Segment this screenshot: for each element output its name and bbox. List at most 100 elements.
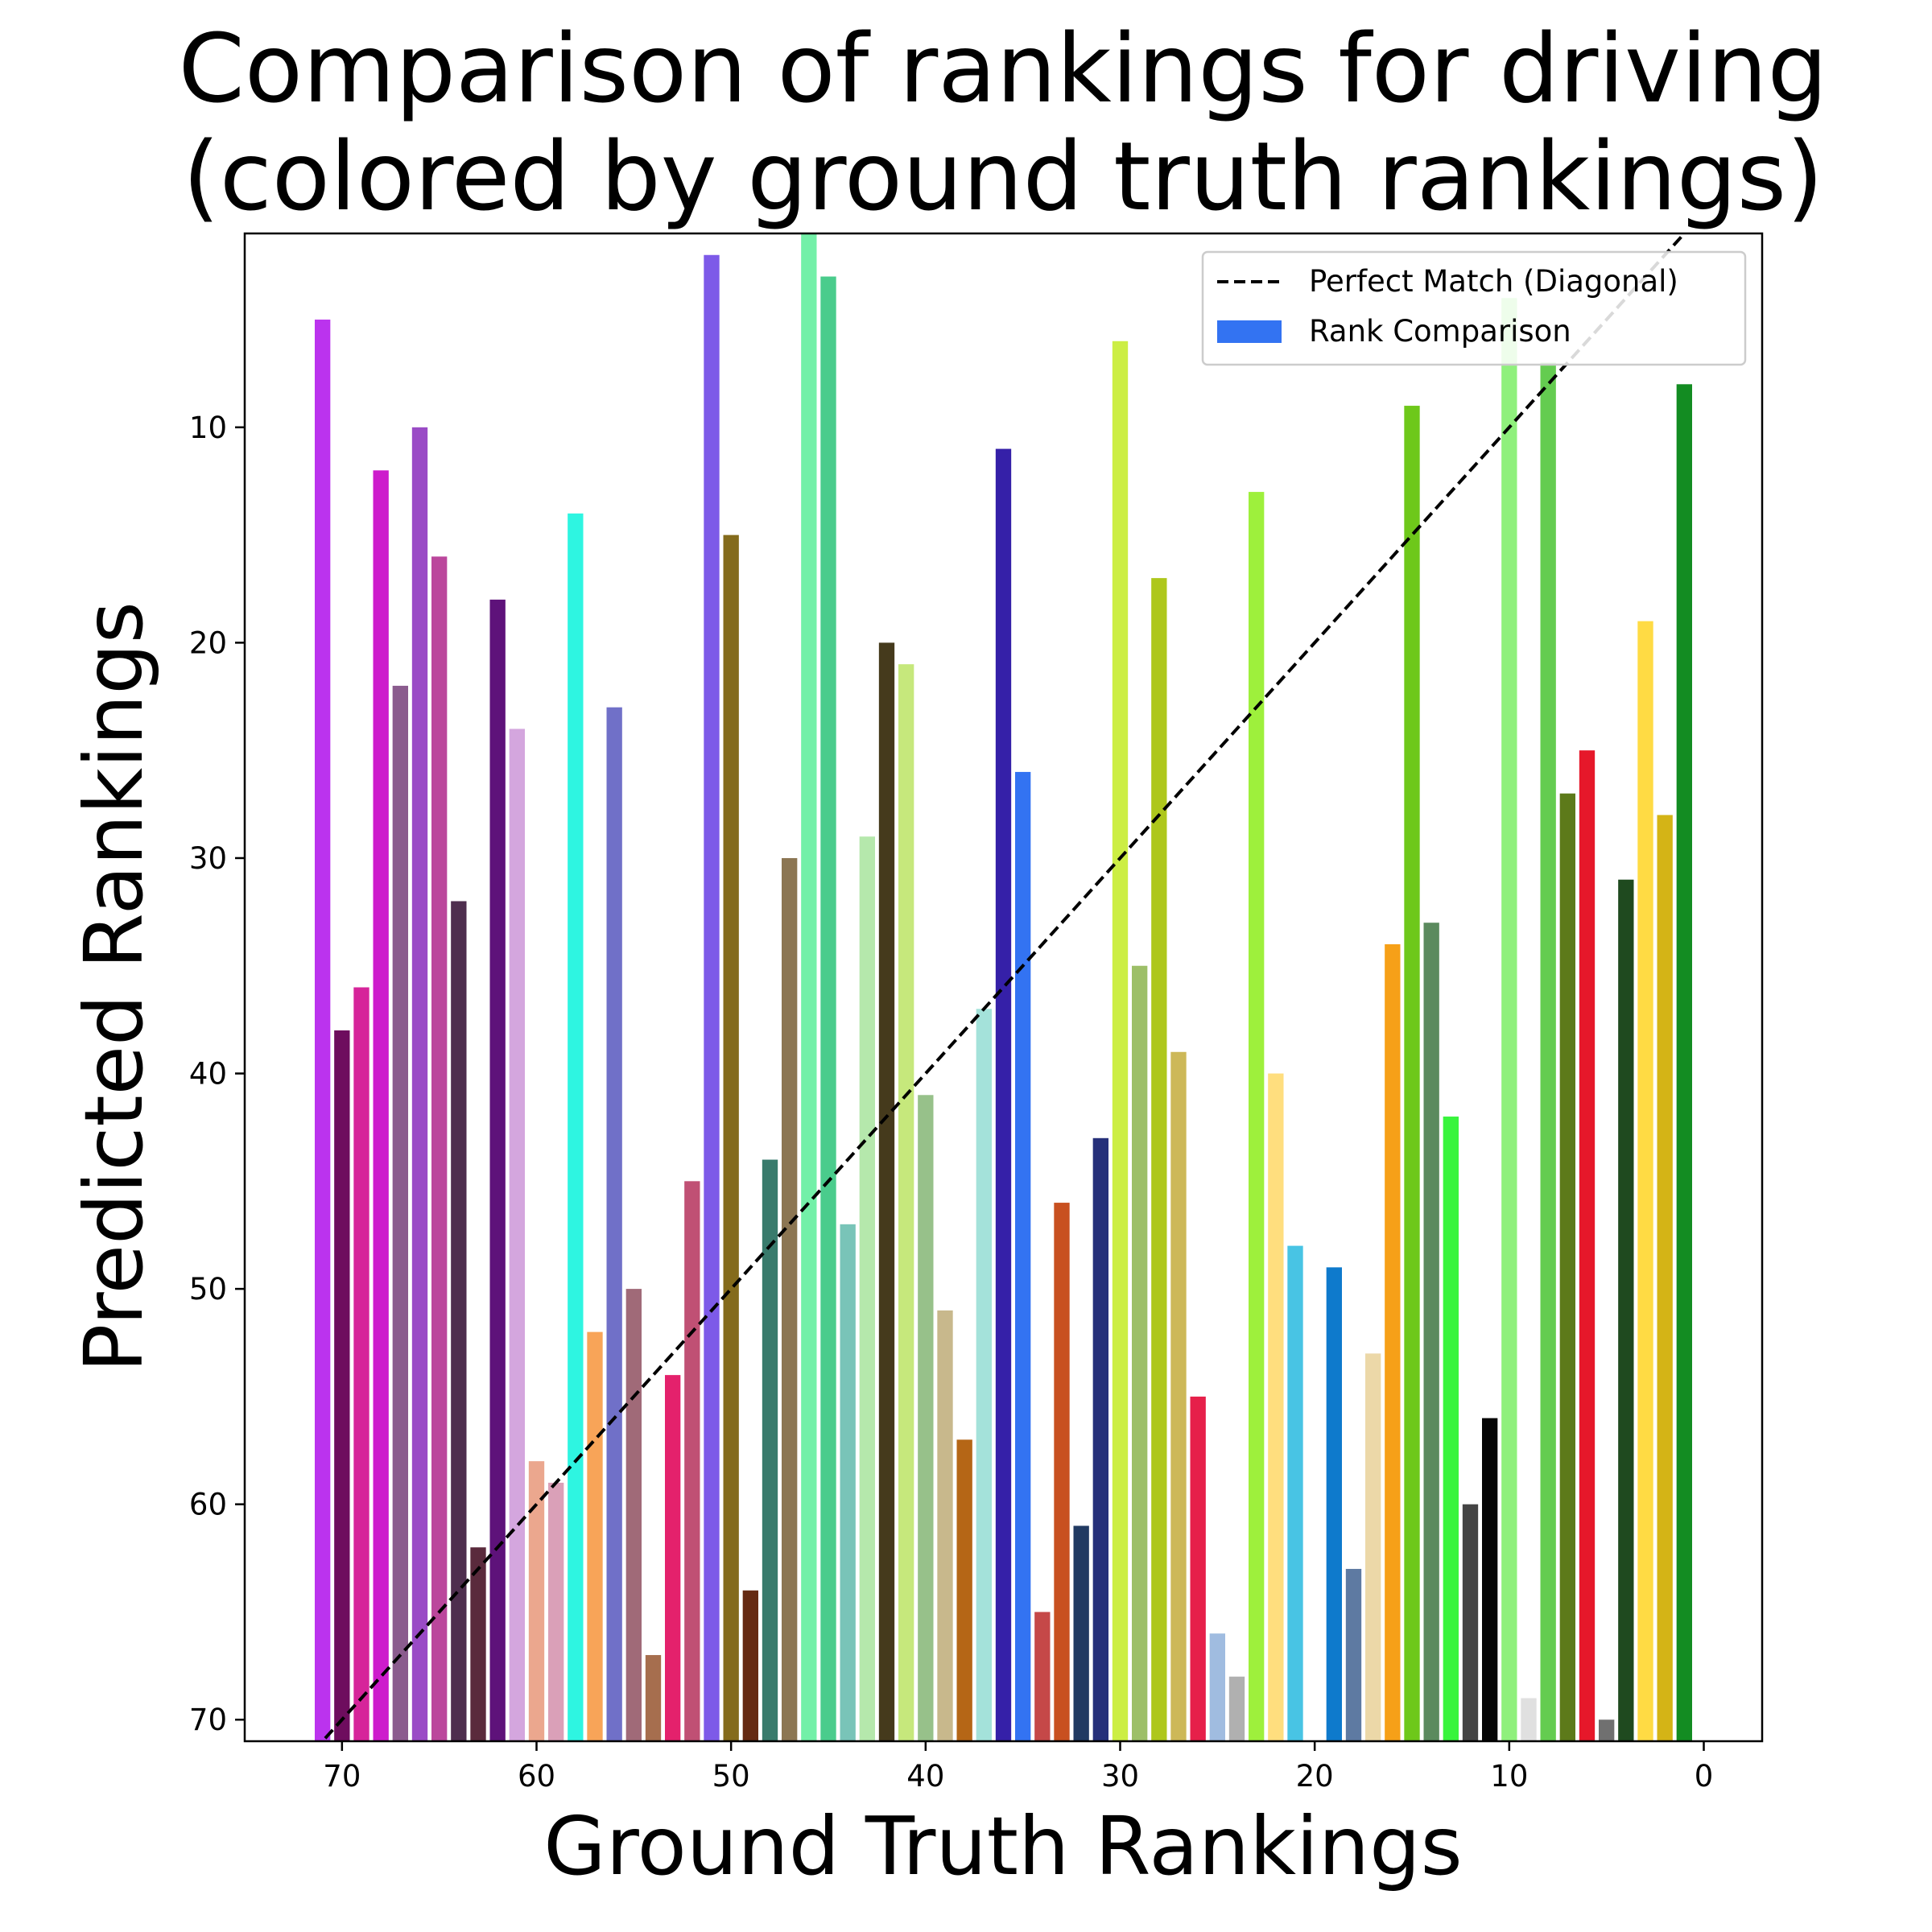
bar-45 (1190, 1396, 1206, 1741)
bar-35 (995, 448, 1012, 1741)
bar-27 (840, 1224, 856, 1741)
bar-19 (684, 1181, 700, 1741)
bar-59 (1462, 1504, 1479, 1741)
bar-15 (606, 707, 622, 1741)
bar-69 (1657, 815, 1673, 1741)
bar-4 (392, 685, 408, 1741)
bar-13 (568, 513, 584, 1741)
bar-66 (1599, 1719, 1615, 1741)
bar-47 (1228, 1676, 1245, 1741)
bar-18 (665, 1375, 681, 1741)
x-axis-ticks: 70 60 50 40 30 20 10 0 (323, 1741, 1713, 1794)
bar-7 (451, 901, 467, 1741)
bar-2 (353, 987, 369, 1741)
y-tick-label-6: 70 (189, 1703, 227, 1737)
bar-63 (1540, 362, 1556, 1741)
bar-17 (645, 1654, 662, 1741)
bar-64 (1559, 793, 1575, 1741)
y-axis-label: Predicted Rankings (67, 601, 161, 1373)
bar-36 (1015, 771, 1031, 1741)
x-tick-label-1: 60 (518, 1759, 555, 1794)
x-tick-label-5: 20 (1296, 1759, 1334, 1794)
chart-title-line-2: (colored by ground truth rankings) (183, 121, 1823, 232)
x-tick-label-7: 0 (1695, 1759, 1714, 1794)
bar-65 (1579, 750, 1596, 1741)
bar-55 (1385, 943, 1401, 1741)
bar-16 (625, 1289, 642, 1741)
bar-67 (1618, 879, 1634, 1741)
bar-20 (704, 254, 720, 1741)
bar-12 (548, 1482, 564, 1741)
bar-21 (723, 535, 739, 1741)
bar-22 (742, 1590, 758, 1741)
x-tick-label-6: 10 (1490, 1759, 1528, 1794)
bar-39 (1073, 1525, 1089, 1741)
bar-33 (956, 1439, 972, 1741)
y-tick-label-5: 60 (189, 1488, 227, 1522)
bar-56 (1404, 406, 1420, 1741)
bar-25 (801, 233, 817, 1741)
bar-3 (373, 470, 389, 1741)
bar-28 (859, 836, 875, 1741)
bar-62 (1521, 1698, 1537, 1741)
legend-label-diagonal: Perfect Match (Diagonal) (1309, 264, 1678, 299)
bar-8 (470, 1547, 486, 1741)
y-tick-label-0: 10 (189, 411, 227, 445)
bar-24 (782, 857, 798, 1741)
bar-32 (937, 1310, 953, 1741)
bar-23 (762, 1159, 778, 1741)
bar-46 (1209, 1633, 1225, 1741)
legend-box (1201, 250, 1747, 366)
x-tick-label-0: 70 (323, 1759, 361, 1794)
y-tick-label-2: 30 (189, 841, 227, 876)
bar-54 (1365, 1353, 1381, 1741)
bar-57 (1423, 923, 1439, 1741)
bar-43 (1151, 578, 1167, 1741)
diagonal-line (321, 233, 1687, 1741)
bar-50 (1287, 1245, 1303, 1741)
bar-44 (1170, 1051, 1187, 1741)
legend: Perfect Match (Diagonal) Rank Comparison (1201, 250, 1747, 366)
bar-40 (1092, 1137, 1108, 1741)
bar-60 (1482, 1418, 1498, 1741)
bar-68 (1637, 621, 1653, 1741)
bar-0 (315, 320, 331, 1741)
bar-26 (820, 276, 836, 1741)
bar-10 (509, 729, 525, 1741)
y-tick-label-4: 50 (189, 1272, 227, 1307)
bars (315, 233, 1692, 1741)
bar-53 (1345, 1568, 1362, 1741)
diagonal (321, 233, 1687, 1741)
x-tick-label-4: 30 (1101, 1759, 1139, 1794)
bar-41 (1112, 341, 1129, 1741)
bar-9 (489, 599, 506, 1741)
bar-38 (1054, 1203, 1070, 1741)
bar-14 (587, 1331, 603, 1741)
bar-70 (1676, 384, 1692, 1741)
bar-61 (1501, 298, 1517, 1741)
bar-30 (898, 664, 914, 1741)
bar-52 (1326, 1267, 1342, 1741)
bar-34 (976, 1009, 992, 1741)
bar-1 (334, 1030, 350, 1741)
bar-5 (411, 427, 428, 1741)
plot-frame (243, 232, 1764, 1743)
bar-31 (918, 1095, 934, 1741)
x-tick-label-3: 40 (906, 1759, 944, 1794)
bar-58 (1443, 1117, 1459, 1741)
bar-42 (1132, 965, 1148, 1741)
bar-37 (1034, 1612, 1051, 1741)
y-axis-ticks: 10 20 30 40 50 60 70 (189, 411, 245, 1737)
chart-title-line-1: Comparison of rankings for driving (179, 13, 1828, 124)
y-tick-label-1: 20 (189, 625, 227, 660)
bar-29 (878, 642, 895, 1741)
bar-48 (1249, 492, 1265, 1741)
legend-bar-swatch (1217, 320, 1282, 343)
bar-49 (1268, 1073, 1284, 1741)
x-axis-label: Ground Truth Rankings (543, 1799, 1462, 1893)
legend-label-bars: Rank Comparison (1309, 314, 1571, 349)
y-tick-label-3: 40 (189, 1057, 227, 1092)
x-tick-label-2: 50 (712, 1759, 750, 1794)
bar-11 (528, 1461, 545, 1741)
